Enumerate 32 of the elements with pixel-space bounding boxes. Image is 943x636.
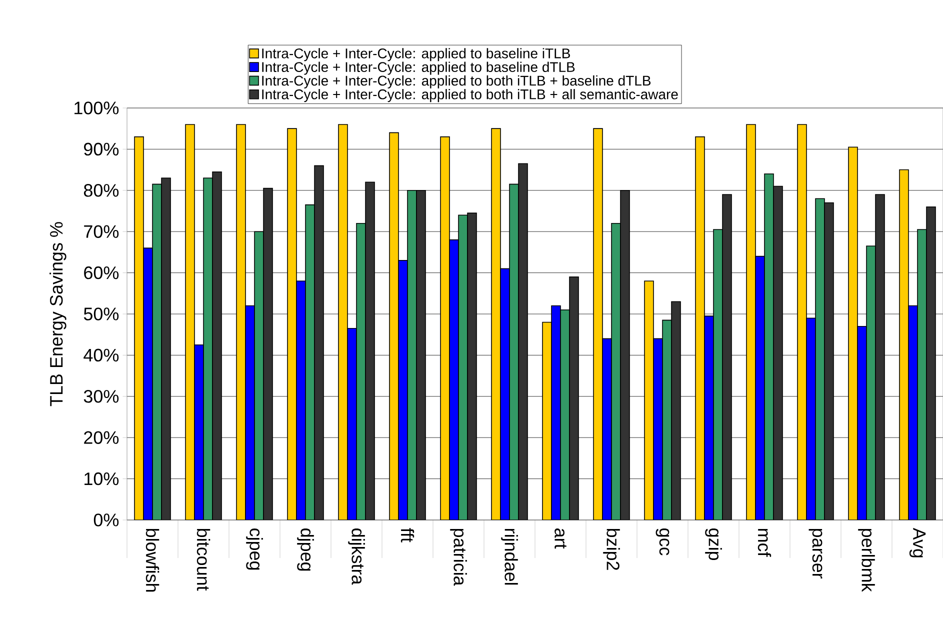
y-tick-label: 40% (84, 348, 119, 362)
y-tick-label: 20% (84, 431, 119, 444)
x-tick-label: gcc (656, 528, 670, 556)
x-tick-label: parser (808, 528, 822, 578)
y-tick-label: 50% (84, 308, 119, 320)
y-tick-label: 80% (84, 184, 119, 197)
x-tick-label: mcf (758, 528, 772, 557)
legend-label: Intra-Cycle + Inter-Cycle: applied to baseline dTLB (262, 62, 575, 75)
x-tick-label: gzip (705, 528, 722, 560)
y-tick-label: 90% (84, 142, 119, 156)
x-tick-label: bzip2 (603, 528, 620, 570)
x-tick-label: fft (400, 528, 414, 542)
y-tick-label: 70% (84, 225, 119, 238)
y-tick-label: 100% (74, 102, 119, 114)
x-tick-label: djpeg (297, 528, 314, 571)
x-tick-label: patricia (450, 528, 467, 586)
x-tick-label: art (554, 528, 566, 549)
x-tick-label: perlbmk (858, 528, 875, 592)
legend-label: Intra-Cycle + Inter-Cycle: applied to both iTLB + baseline dTLB (262, 75, 651, 88)
legend-label: Intra-Cycle + Inter-Cycle: applied to both iTLB + all semantic-aware (262, 89, 678, 102)
y-axis-title: TLB Energy Savings % (50, 222, 66, 406)
x-tick-label: dijkstra (348, 528, 365, 585)
x-tick-label: blowfish (146, 528, 160, 592)
y-tick-label: 30% (84, 390, 119, 403)
legend-label: Intra-Cycle + Inter-Cycle: applied to baseline iTLB (262, 48, 570, 62)
x-tick-label: bitcount (196, 528, 210, 591)
x-tick-label: cjpeg (246, 528, 263, 570)
y-tick-label: 0% (94, 514, 119, 526)
x-tick-label: rijndael (501, 528, 518, 585)
y-tick-label: 10% (84, 472, 119, 486)
y-tick-label: 60% (84, 266, 119, 280)
x-tick-label: Avg (909, 528, 926, 558)
